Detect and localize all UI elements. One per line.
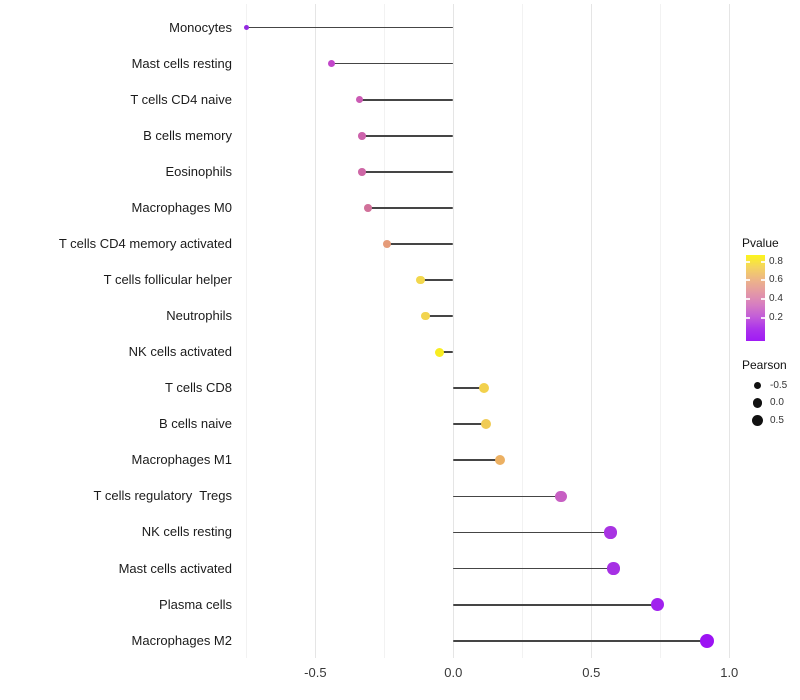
y-axis-label: Macrophages M0: [131, 199, 232, 215]
lollipop-dot: [421, 311, 431, 321]
pearson-legend-title: Pearson: [742, 358, 787, 372]
lollipop-segment: [362, 170, 454, 173]
pvalue-colorbar: [746, 255, 765, 341]
lollipop-segment: [439, 351, 454, 354]
colorbar-tick-label: 0.8: [769, 256, 783, 268]
lollipop-dot: [363, 204, 372, 212]
lollipop-dot: [607, 562, 620, 575]
lollipop-dot: [478, 383, 489, 394]
lollipop-segment: [425, 315, 454, 317]
colorbar-tick-mark: [761, 261, 765, 263]
lollipop-dot: [650, 598, 665, 612]
colorbar-tick-label: 0.6: [769, 274, 783, 286]
y-axis-label: T cells regulatory Tregs: [93, 488, 232, 504]
lollipop-segment: [453, 495, 561, 498]
lollipop-dot: [481, 419, 492, 430]
lollipop-segment: [453, 531, 611, 534]
y-axis-label: NK cells resting: [141, 524, 232, 540]
gridline: [590, 4, 592, 658]
lollipop-segment: [367, 206, 454, 209]
lollipop-dot: [700, 633, 715, 648]
colorbar-tick-mark: [761, 317, 765, 319]
colorbar-tick-mark: [746, 279, 750, 282]
y-axis-label: Plasma cells: [159, 596, 232, 612]
pearson-size-label: 0.0: [770, 397, 784, 408]
colorbar-tick-label: 0.2: [769, 312, 783, 324]
lollipop-segment: [453, 423, 487, 426]
x-axis-tick-label: 1.0: [720, 664, 739, 680]
lollipop-segment: [362, 134, 454, 137]
x-axis-tick-label: 0.5: [582, 664, 601, 680]
pearson-size-dot: [754, 382, 761, 389]
y-axis-label: Monocytes: [169, 19, 232, 35]
gridline: [659, 4, 661, 658]
lollipop-dot: [383, 239, 392, 248]
y-axis-label: T cells CD8: [165, 380, 232, 396]
lollipop-dot: [555, 490, 567, 503]
lollipop-segment: [359, 98, 454, 101]
colorbar-tick-mark: [746, 298, 750, 300]
y-axis-label: Mast cells activated: [118, 560, 232, 576]
gridline: [245, 4, 247, 658]
y-axis-label: NK cells activated: [128, 344, 232, 360]
lollipop-segment: [453, 459, 501, 462]
lollipop-segment: [331, 62, 454, 65]
lollipop-dot: [495, 455, 506, 466]
colorbar-tick-mark: [761, 298, 765, 300]
lollipop-dot: [358, 131, 367, 140]
x-axis-tick-label: -0.5: [304, 664, 327, 680]
y-axis-label: Eosinophils: [165, 163, 233, 179]
lollipop-segment: [453, 567, 614, 570]
pearson-size-label: 0.5: [770, 414, 784, 426]
lollipop-dot: [358, 167, 367, 176]
pearson-size-dot: [752, 398, 763, 408]
y-axis-label: Mast cells resting: [131, 55, 232, 71]
colorbar-tick-mark: [746, 317, 750, 319]
lollipop-dot: [328, 60, 336, 68]
lollipop-segment: [387, 243, 454, 245]
lollipop-segment: [420, 279, 454, 281]
lollipop-segment: [246, 26, 454, 29]
pearson-size-label: -0.5: [770, 379, 788, 391]
x-axis-tick-label: 0.0: [444, 664, 463, 680]
colorbar-tick-label: 0.4: [769, 293, 783, 305]
y-axis-label: T cells CD4 naive: [130, 91, 232, 107]
gridline: [521, 4, 523, 658]
pearson-size-dot: [751, 414, 764, 427]
lollipop-dot: [243, 24, 250, 31]
y-axis-label: Macrophages M1: [131, 452, 232, 468]
gridline: [314, 4, 316, 658]
colorbar-tick-mark: [746, 261, 750, 263]
plot-panel: [237, 4, 737, 658]
y-axis-label: B cells memory: [143, 127, 232, 143]
gridline: [383, 4, 385, 658]
y-axis-label: B cells naive: [159, 416, 232, 432]
gridline: [728, 4, 730, 658]
lollipop-dot: [415, 275, 425, 285]
gridline: [452, 4, 454, 658]
pvalue-legend-title: Pvalue: [742, 236, 779, 250]
lollipop-segment: [453, 387, 484, 390]
y-axis-label: Macrophages M2: [131, 632, 232, 648]
y-axis-label: T cells follicular helper: [103, 271, 232, 287]
colorbar-tick-mark: [761, 279, 765, 282]
lollipop-segment: [453, 639, 708, 642]
y-axis-label: Neutrophils: [166, 308, 232, 324]
lollipop-segment: [453, 603, 658, 606]
lollipop-dot: [435, 347, 445, 357]
y-axis-label: T cells CD4 memory activated: [58, 235, 232, 251]
lollipop-dot: [355, 95, 364, 104]
lollipop-dot: [604, 526, 617, 539]
